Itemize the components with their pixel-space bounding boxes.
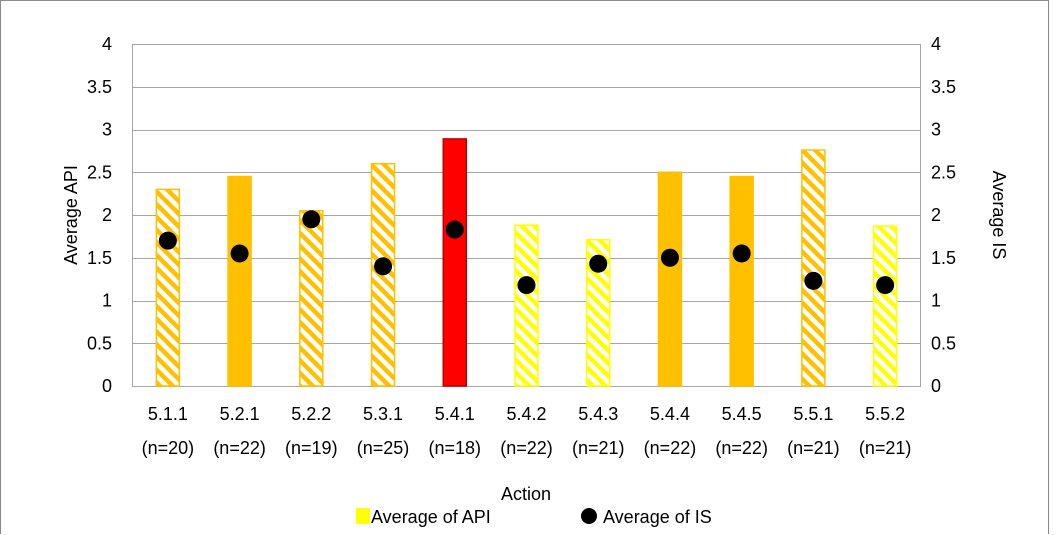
left-tick-label: 2	[102, 205, 112, 225]
legend-api-swatch	[356, 508, 370, 524]
api-bar	[585, 239, 611, 387]
category-tick-label: 5.3.1	[363, 404, 403, 424]
category-tick-label: 5.5.2	[865, 404, 905, 424]
right-tick-label: 1.5	[931, 248, 956, 268]
legend-api-label: Average of API	[371, 507, 491, 527]
category-sample-size-label: (n=21)	[787, 438, 840, 458]
category-tick-label: 5.4.4	[650, 404, 690, 424]
legend-is-label: Average of IS	[603, 507, 712, 527]
right-axis-title: Average IS	[989, 171, 1009, 260]
category-tick-label: 5.2.2	[291, 404, 331, 424]
is-point	[804, 271, 823, 290]
api-bar	[442, 138, 468, 387]
is-point	[230, 244, 249, 263]
category-sample-size-label: (n=21)	[572, 438, 625, 458]
right-tick-label: 1	[931, 291, 941, 311]
category-sample-size-label: (n=19)	[285, 438, 338, 458]
is-point	[158, 231, 177, 250]
is-point	[876, 276, 895, 295]
api-bar	[155, 188, 181, 387]
is-point	[660, 248, 679, 267]
category-sample-size-label: (n=22)	[213, 438, 266, 458]
left-tick-label: 1.5	[87, 248, 112, 268]
left-tick-label: 3.5	[87, 77, 112, 97]
is-point	[589, 254, 608, 273]
category-tick-label: 5.4.3	[578, 404, 618, 424]
x-axis-title: Action	[501, 484, 551, 504]
right-tick-label: 3	[931, 120, 941, 140]
left-tick-label: 2.5	[87, 162, 112, 182]
api-bar	[227, 175, 252, 387]
legend: Average of API Average of IS	[356, 507, 712, 527]
right-tick-label: 4	[931, 34, 941, 54]
category-sample-size-label: (n=22)	[715, 438, 768, 458]
is-point	[517, 276, 536, 295]
is-point	[374, 257, 393, 276]
category-sample-size-label: (n=20)	[142, 438, 195, 458]
category-axis-ticks: 5.1.1 (n=20) 5.2.1 (n=22) 5.2.2 (n=19) 5.3.1 (n…	[142, 404, 912, 458]
category-tick-label: 5.1.1	[148, 404, 188, 424]
api-bar	[299, 209, 324, 387]
category-sample-size-label: (n=25)	[357, 438, 410, 458]
right-tick-label: 2	[931, 205, 941, 225]
right-tick-label: 0	[931, 376, 941, 396]
left-tick-label: 1	[102, 291, 112, 311]
right-tick-label: 3.5	[931, 77, 956, 97]
api-bar	[729, 175, 754, 387]
left-tick-label: 0	[102, 376, 112, 396]
is-point	[445, 220, 464, 239]
legend-is-marker	[581, 508, 597, 524]
category-sample-size-label: (n=22)	[500, 438, 553, 458]
left-tick-label: 3	[102, 120, 112, 140]
right-tick-label: 0.5	[931, 333, 956, 353]
category-tick-label: 5.5.1	[793, 404, 833, 424]
category-sample-size-label: (n=21)	[859, 438, 912, 458]
api-bars	[155, 138, 898, 387]
right-axis-ticks: 0 0.5 1 1.5 2 2.5 3 3.5 4	[931, 34, 956, 396]
category-tick-label: 5.4.2	[506, 404, 546, 424]
category-tick-label: 5.4.1	[435, 404, 475, 424]
left-axis-title: Average API	[61, 165, 81, 265]
category-tick-label: 5.4.5	[722, 404, 762, 424]
is-points	[158, 210, 895, 295]
gridlines	[132, 44, 921, 387]
api-bar	[657, 171, 683, 387]
right-tick-label: 2.5	[931, 162, 956, 182]
is-point	[732, 244, 751, 263]
left-axis-ticks: 0 0.5 1 1.5 2 2.5 3 3.5 4	[87, 34, 112, 396]
api-bar	[514, 224, 539, 387]
api-bar	[801, 149, 826, 387]
category-sample-size-label: (n=18)	[428, 438, 481, 458]
category-sample-size-label: (n=22)	[644, 438, 697, 458]
left-tick-label: 4	[102, 34, 112, 54]
category-tick-label: 5.2.1	[220, 404, 260, 424]
left-tick-label: 0.5	[87, 333, 112, 353]
api-bar	[872, 225, 898, 387]
is-point	[302, 210, 321, 229]
